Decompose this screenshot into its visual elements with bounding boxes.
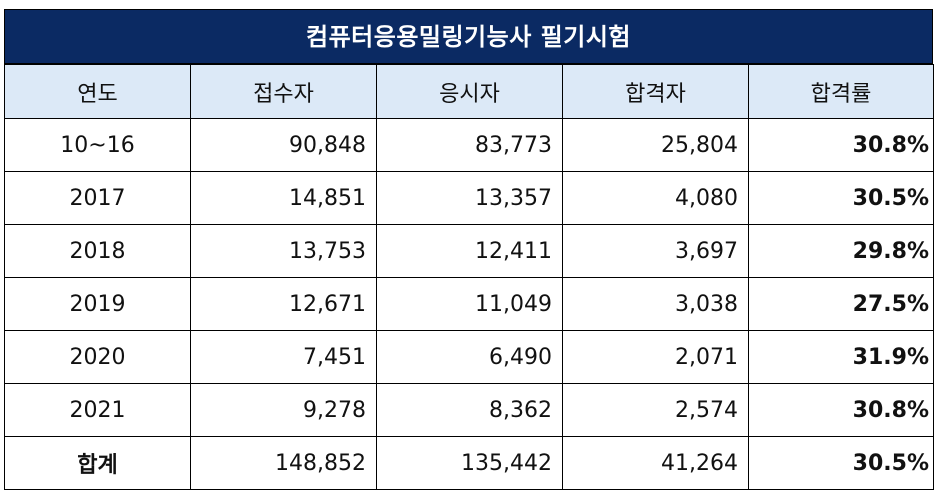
- cell-year: 10~16: [4, 118, 191, 172]
- cell-pass-rate: 30.5%: [748, 171, 934, 225]
- header-row: 연도 접수자 응시자 합격자 합격률: [4, 64, 934, 119]
- cell-examinees: 11,049: [376, 277, 563, 331]
- cell-year: 2021: [4, 383, 191, 437]
- cell-applicants: 9,278: [190, 383, 377, 437]
- cell-year: 2018: [4, 224, 191, 278]
- header-passers: 합격자: [562, 64, 749, 119]
- cell-applicants: 13,753: [190, 224, 377, 278]
- cell-passers: 25,804: [562, 118, 749, 172]
- table-title: 컴퓨터응용밀링기능사 필기시험: [4, 9, 933, 64]
- cell-applicants: 7,451: [190, 330, 377, 384]
- header-applicants: 접수자: [190, 64, 377, 119]
- cell-examinees: 8,362: [376, 383, 563, 437]
- total-row: 합계 148,852 135,442 41,264 30.5%: [4, 436, 934, 490]
- cell-pass-rate: 29.8%: [748, 224, 934, 278]
- cell-examinees: 13,357: [376, 171, 563, 225]
- cell-passers: 3,697: [562, 224, 749, 278]
- header-examinees: 응시자: [376, 64, 563, 119]
- cell-examinees: 6,490: [376, 330, 563, 384]
- exam-statistics-table: 연도 접수자 응시자 합격자 합격률 10~16 90,848 83,773 2…: [4, 64, 934, 490]
- cell-examinees: 83,773: [376, 118, 563, 172]
- cell-passers: 3,038: [562, 277, 749, 331]
- cell-pass-rate: 30.8%: [748, 383, 934, 437]
- cell-pass-rate: 27.5%: [748, 277, 934, 331]
- table-row: 10~16 90,848 83,773 25,804 30.8%: [4, 118, 934, 172]
- cell-year: 2019: [4, 277, 191, 331]
- cell-total-examinees: 135,442: [376, 436, 563, 490]
- cell-applicants: 14,851: [190, 171, 377, 225]
- table-row: 2019 12,671 11,049 3,038 27.5%: [4, 277, 934, 331]
- cell-total-label: 합계: [4, 436, 191, 490]
- cell-total-passers: 41,264: [562, 436, 749, 490]
- cell-total-applicants: 148,852: [190, 436, 377, 490]
- header-year: 연도: [4, 64, 191, 119]
- cell-total-pass-rate: 30.5%: [748, 436, 934, 490]
- table-row: 2021 9,278 8,362 2,574 30.8%: [4, 383, 934, 437]
- table-row: 2020 7,451 6,490 2,071 31.9%: [4, 330, 934, 384]
- cell-passers: 2,574: [562, 383, 749, 437]
- cell-applicants: 90,848: [190, 118, 377, 172]
- cell-year: 2017: [4, 171, 191, 225]
- cell-year: 2020: [4, 330, 191, 384]
- exam-statistics-sheet: 컴퓨터응용밀링기능사 필기시험 연도 접수자 응시자 합격자 합격률 10~16…: [4, 9, 934, 490]
- table-row: 2018 13,753 12,411 3,697 29.8%: [4, 224, 934, 278]
- cell-pass-rate: 31.9%: [748, 330, 934, 384]
- cell-pass-rate: 30.8%: [748, 118, 934, 172]
- table-row: 2017 14,851 13,357 4,080 30.5%: [4, 171, 934, 225]
- cell-applicants: 12,671: [190, 277, 377, 331]
- cell-passers: 4,080: [562, 171, 749, 225]
- cell-examinees: 12,411: [376, 224, 563, 278]
- cell-passers: 2,071: [562, 330, 749, 384]
- header-pass-rate: 합격률: [748, 64, 934, 119]
